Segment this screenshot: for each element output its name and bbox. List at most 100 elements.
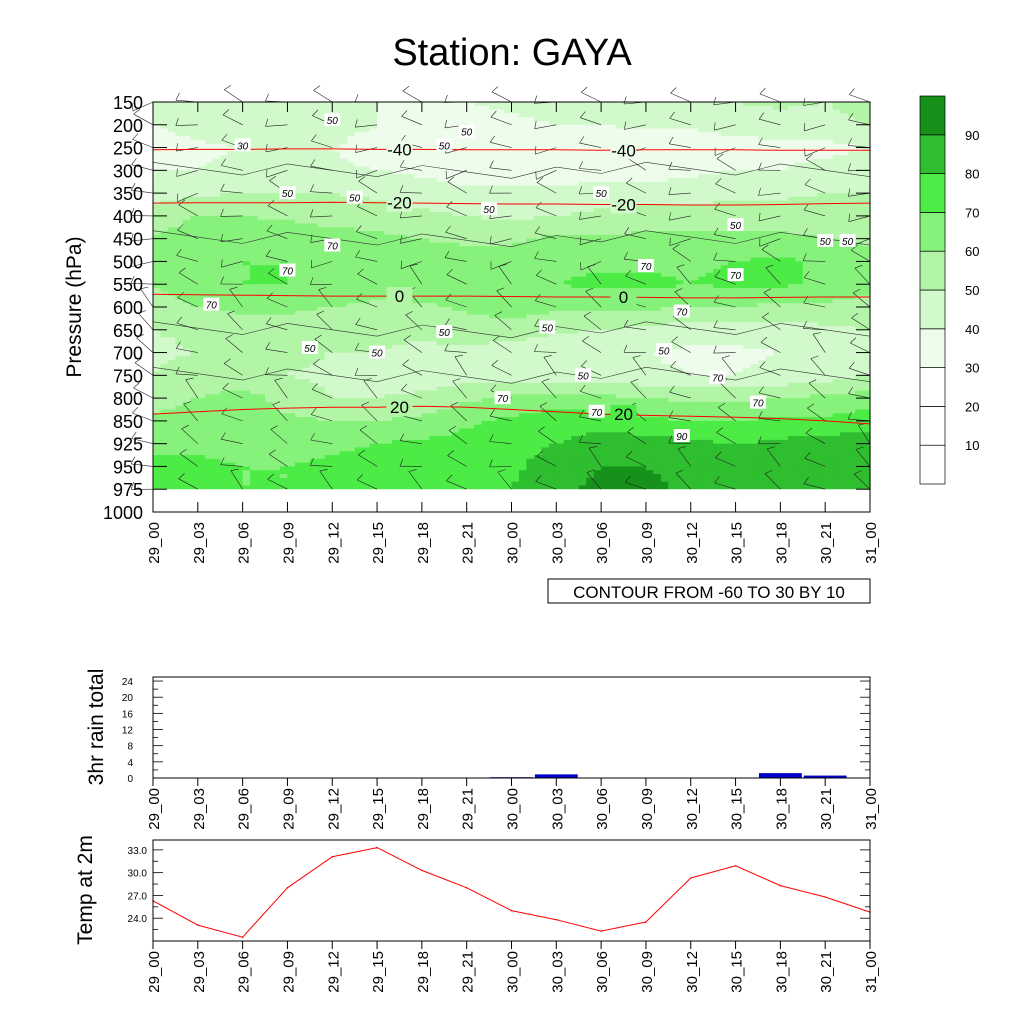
humidity-cell (526, 234, 535, 240)
humidity-cell (414, 174, 423, 179)
humidity-cell (496, 181, 505, 187)
humidity-cell (309, 212, 318, 217)
humidity-cell (212, 234, 221, 240)
humidity-cell (504, 143, 513, 149)
humidity-cell (182, 113, 191, 118)
humidity-cell (354, 238, 363, 244)
humidity-cell (578, 280, 587, 285)
humidity-cell (728, 185, 737, 190)
humidity-cell (578, 212, 587, 217)
humidity-cell (421, 234, 430, 240)
humidity-cell (279, 215, 289, 221)
humidity-cell (847, 170, 856, 175)
humidity-cell (272, 128, 281, 133)
humidity-cell (810, 185, 819, 190)
humidity-cell (608, 117, 617, 122)
humidity-cell (840, 185, 849, 190)
humidity-cell (593, 170, 602, 175)
humidity-cell (757, 272, 767, 278)
humidity-cell (481, 265, 490, 270)
humidity-cell (504, 151, 513, 156)
humidity-cell (182, 139, 191, 145)
humidity-cell (167, 117, 177, 122)
humidity-cell (354, 284, 363, 289)
humidity-cell (571, 303, 580, 308)
humidity-cell (713, 132, 722, 137)
humidity-cell (265, 189, 274, 194)
humidity-cell (750, 105, 759, 111)
humidity-cell (698, 261, 707, 266)
humidity-cell (444, 204, 453, 209)
humidity-cell (406, 177, 416, 183)
humidity-cell (616, 132, 625, 137)
humidity-cell (474, 238, 483, 244)
humidity-cell (802, 185, 811, 190)
humidity-cell (720, 143, 729, 149)
humidity-cell (160, 250, 169, 255)
humidity-cell (743, 231, 752, 236)
humidity-cell (459, 143, 468, 149)
humidity-cell (332, 151, 341, 156)
humidity-cell (855, 181, 864, 187)
humidity-cell (795, 269, 804, 274)
humidity-cell (406, 113, 416, 118)
humidity-cell (347, 219, 356, 225)
humidity-cell (548, 117, 557, 122)
humidity-cell (728, 113, 737, 118)
humidity-cell (750, 189, 759, 194)
humidity-cell (645, 158, 655, 164)
humidity-cell (317, 155, 326, 160)
humidity-cell (533, 120, 542, 126)
humidity-cell (571, 162, 580, 168)
humidity-cell (787, 177, 796, 183)
humidity-cell (720, 113, 729, 118)
humidity-cell (660, 272, 669, 278)
humidity-cell (616, 109, 625, 114)
humidity-cell (160, 257, 169, 263)
humidity-cell (810, 162, 819, 168)
humidity-cell (713, 242, 722, 247)
humidity-cell (406, 269, 416, 274)
humidity-cell (362, 257, 371, 263)
humidity-cell (339, 136, 348, 141)
humidity-cell (167, 269, 177, 274)
humidity-cell (377, 185, 386, 190)
humidity-cell (309, 246, 318, 251)
humidity-cell (578, 102, 587, 107)
humidity-cell (683, 227, 692, 232)
humidity-cell (212, 136, 221, 141)
humidity-cell (429, 170, 438, 175)
humidity-cell (421, 231, 430, 236)
humidity-cell (257, 143, 266, 149)
humidity-cell (451, 166, 460, 171)
humidity-cell (182, 105, 191, 111)
humidity-cell (548, 128, 557, 133)
humidity-cell (167, 193, 177, 198)
humidity-cell (474, 143, 483, 149)
humidity-cell (444, 132, 453, 137)
humidity-cell (347, 208, 356, 213)
humidity-cell (541, 200, 550, 206)
humidity-cell (406, 128, 416, 133)
humidity-cell (511, 242, 520, 247)
humidity-cell (855, 113, 864, 118)
humidity-cell (309, 162, 318, 168)
humidity-cell (205, 219, 214, 225)
humidity-cell (354, 303, 363, 308)
humidity-cell (601, 102, 610, 107)
humidity-cell (197, 102, 206, 107)
humidity-cell (683, 143, 692, 149)
humidity-cell (421, 105, 430, 111)
humidity-cell (698, 215, 707, 221)
humidity-cell (518, 177, 528, 183)
humidity-cell (257, 120, 266, 126)
humidity-cell (511, 109, 520, 114)
humidity-cell (302, 132, 311, 137)
humidity-cell (369, 219, 378, 225)
humidity-cell (713, 174, 722, 179)
humidity-cell (862, 166, 871, 171)
humidity-cell (757, 215, 767, 221)
humidity-cell (317, 105, 326, 111)
humidity-cell (153, 288, 162, 293)
humidity-cell (526, 276, 535, 282)
